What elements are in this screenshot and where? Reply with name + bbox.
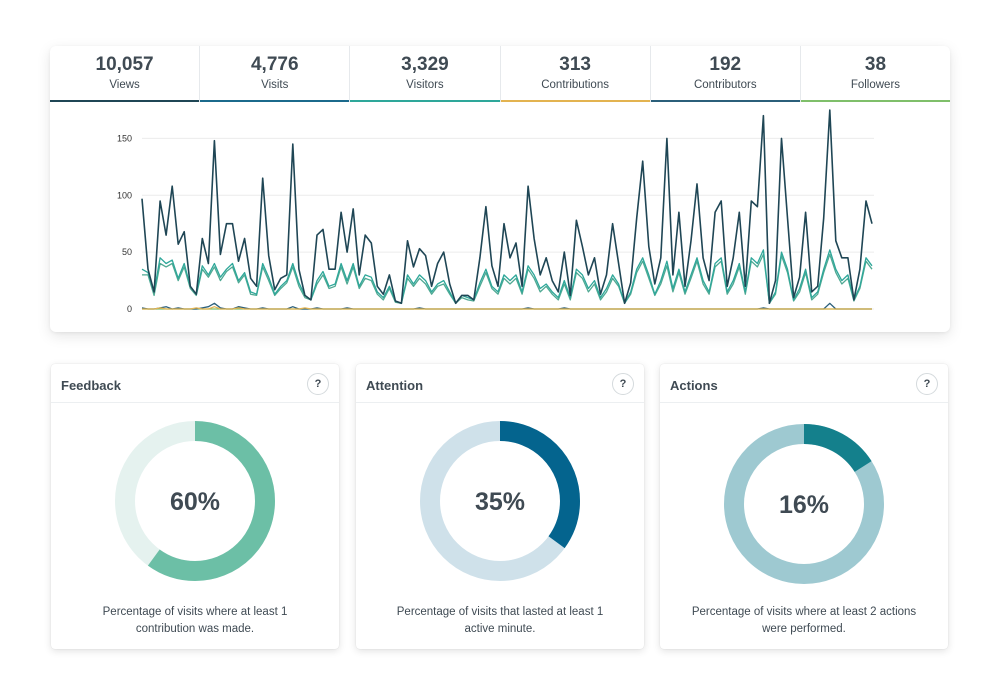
stat-followers[interactable]: 38 Followers <box>800 46 950 102</box>
y-tick-label: 150 <box>117 133 132 143</box>
series-line <box>141 302 872 310</box>
panel-description: Percentage of visits that lasted at leas… <box>396 606 604 635</box>
stat-underline <box>650 100 800 102</box>
y-tick-label: 50 <box>122 247 132 257</box>
stat-underline <box>500 100 650 102</box>
panel-header: Actions ? <box>660 364 948 403</box>
series-line <box>142 306 872 310</box>
panel-title: Feedback <box>61 378 121 393</box>
stat-label: Contributions <box>541 79 609 91</box>
stat-label: Contributors <box>693 79 757 91</box>
stat-underline <box>50 100 200 102</box>
donut-chart: 35% <box>420 421 580 581</box>
y-tick-label: 0 <box>127 304 132 314</box>
stat-value: 313 <box>559 54 591 75</box>
stat-contributions[interactable]: 313 Contributions <box>500 46 651 102</box>
donut-fill <box>115 421 275 581</box>
series-line <box>141 249 873 304</box>
panel-title: Actions <box>670 378 718 393</box>
feedback-panel: Feedback ? 60% Percentage of visits wher… <box>51 364 339 649</box>
series-line <box>141 109 873 305</box>
donut-value: 16% <box>779 491 829 519</box>
stat-label: Visits <box>261 79 289 91</box>
stat-label: Views <box>109 79 140 91</box>
help-button[interactable]: ? <box>307 373 329 395</box>
stat-value: 192 <box>709 54 742 75</box>
stat-views[interactable]: 10,057 Views <box>50 46 201 102</box>
panel-title: Attention <box>366 378 424 393</box>
help-button[interactable]: ? <box>916 373 938 395</box>
panel-header: Feedback ? <box>51 364 339 403</box>
stat-value: 4,776 <box>250 54 299 75</box>
line-chart-svg: 0 50 100 150 <box>117 109 874 314</box>
y-tick-label: 100 <box>117 190 132 200</box>
stats-chart-card: 10,057 Views 4,776 Visits 3,329 Visitors… <box>50 46 950 332</box>
donut-value: 35% <box>475 488 525 516</box>
panel-header: Attention ? <box>356 364 644 403</box>
stat-visitors[interactable]: 3,329 Visitors <box>350 46 501 102</box>
actions-panel: Actions ? 16% Percentage of visits where… <box>660 364 948 649</box>
stat-value: 3,329 <box>401 54 449 75</box>
stat-underline <box>800 100 950 102</box>
stat-label: Visitors <box>406 79 444 91</box>
stat-value: 38 <box>864 54 887 75</box>
stat-underline <box>350 100 500 102</box>
attention-panel: Attention ? 35% Percentage of visits tha… <box>356 364 644 649</box>
help-button[interactable]: ? <box>612 373 634 395</box>
stat-value: 10,057 <box>95 54 154 75</box>
panel-description: Percentage of visits where at least 1 co… <box>102 606 288 635</box>
activity-line-chart: 0 50 100 150 <box>50 102 950 332</box>
stat-contributors[interactable]: 192 Contributors <box>650 46 801 102</box>
donut-fill <box>420 421 580 581</box>
stat-visits[interactable]: 4,776 Visits <box>200 46 351 102</box>
donut-chart: 16% <box>724 424 884 584</box>
donut-fill <box>724 424 884 584</box>
stats-row: 10,057 Views 4,776 Visits 3,329 Visitors… <box>50 46 950 102</box>
stat-label: Followers <box>850 79 901 91</box>
donut-chart: 60% <box>115 421 275 581</box>
stat-underline <box>200 100 350 102</box>
donut-value: 60% <box>170 488 220 516</box>
panel-description: Percentage of visits where at least 2 ac… <box>691 606 917 635</box>
